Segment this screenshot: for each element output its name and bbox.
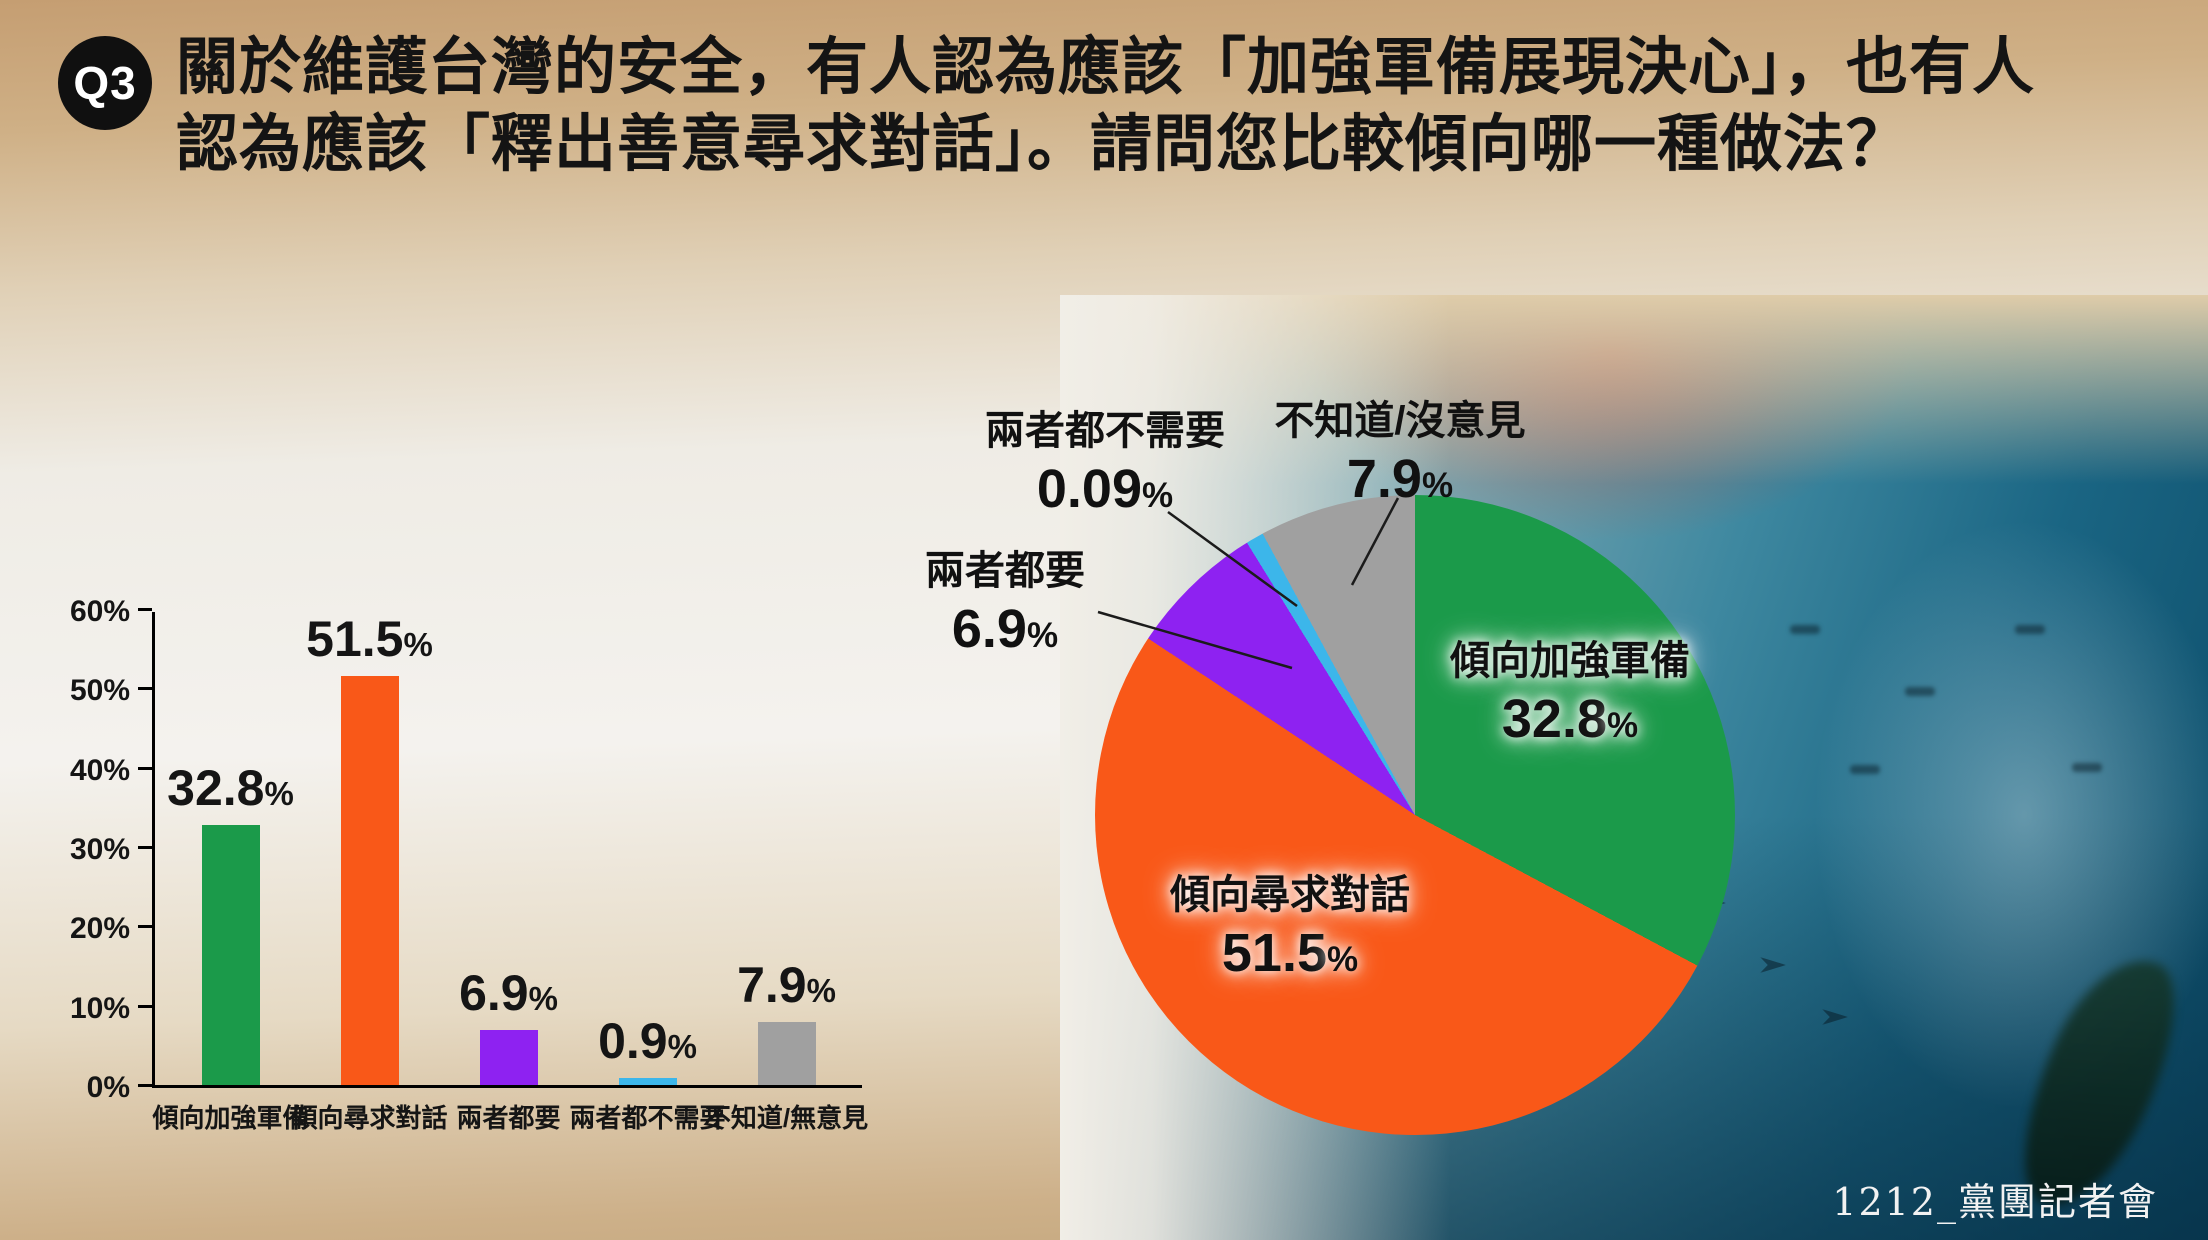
- y-tick-label: 50%: [69, 674, 130, 708]
- bar-column: 32.8% 傾向加強軍備: [152, 612, 308, 1133]
- y-tick-label: 40%: [69, 753, 130, 787]
- bar-y-labels: 0% 10% 20% 30% 40% 50% 60%: [38, 595, 138, 1104]
- y-tick-label: 30%: [69, 833, 130, 866]
- bar-5: [757, 1022, 816, 1085]
- pie: [1095, 495, 1735, 1135]
- y-tick-label: 10%: [69, 991, 130, 1025]
- y-tick-mark: [138, 1084, 152, 1087]
- question-badge: Q3: [58, 36, 152, 130]
- jet-silhouette: [1822, 1009, 1848, 1025]
- bar-value-label: 6.9%: [459, 965, 558, 1022]
- y-tick-mark: [138, 608, 152, 611]
- y-tick-mark: [138, 687, 152, 691]
- bar-value-label: 32.8%: [167, 759, 294, 816]
- pie-slice-name: 傾向加強軍備: [1450, 639, 1690, 683]
- y-tick-label: 60%: [69, 595, 130, 628]
- bar-4: [618, 1077, 677, 1085]
- pie-label-4: 不知道/沒意見 7.9%: [1245, 388, 1555, 510]
- pie-slice-name: 不知道/沒意見: [1274, 399, 1526, 443]
- ship-silhouette: [1790, 625, 1820, 634]
- pie-label-2: 兩者都要 6.9%: [855, 538, 1155, 660]
- bar-3: [479, 1030, 538, 1085]
- y-tick-mark: [138, 925, 152, 929]
- bar-column: 51.5% 傾向尋求對話: [291, 611, 447, 1133]
- y-tick-mark: [138, 846, 152, 849]
- bar-category-label: 兩者都要: [456, 1103, 561, 1133]
- ship-silhouette: [1850, 765, 1880, 774]
- ship-silhouette: [1905, 687, 1935, 696]
- bars: 32.8% 傾向加強軍備 51.5% 傾向尋求對話 6.9% 兩者都要 0.9% 兩者都不需要…: [152, 611, 868, 1133]
- pie-label-3: 兩者都不需要 0.09%: [925, 398, 1285, 520]
- pie-label-1: 傾向尋求對話 51.5%: [1100, 862, 1480, 984]
- bar-column: 0.9% 兩者都不需要: [569, 612, 725, 1133]
- pie-slice-name: 傾向尋求對話: [1170, 873, 1410, 917]
- bar-category-label: 兩者都不需要: [569, 1103, 726, 1133]
- pie-slice-name: 兩者都要: [925, 549, 1085, 593]
- y-tick-label: 20%: [69, 912, 130, 946]
- footer-caption: 1212_黨團記者會: [1832, 1180, 2158, 1224]
- bar-value-label: 0.9%: [598, 1012, 697, 1069]
- pie-slice-name: 兩者都不需要: [985, 409, 1225, 453]
- bar-value-label: 51.5%: [306, 611, 433, 668]
- bar-category-label: 傾向加強軍備: [152, 1103, 309, 1133]
- pie-label-0: 傾向加強軍備 32.8%: [1400, 628, 1740, 750]
- pie-slice-value: 32.8%: [1501, 689, 1639, 749]
- ship-silhouette: [2015, 625, 2045, 634]
- bar-2: [340, 676, 399, 1085]
- bar-value-label: 7.9%: [737, 957, 836, 1014]
- bar-column: 6.9% 兩者都要: [439, 612, 578, 1133]
- bar-plot: 32.8% 傾向加強軍備 51.5% 傾向尋求對話 6.9% 兩者都要 0.9% 兩者都不需要…: [138, 608, 868, 1133]
- jet-silhouette: [1760, 957, 1786, 973]
- ship-silhouette: [2072, 763, 2102, 772]
- y-tick-label: 0%: [86, 1071, 130, 1104]
- question-text: 關於維護台灣的安全，有人認為應該「加強軍備展現決心」，也有人認為應該「釋出善意尋…: [176, 33, 2036, 179]
- pie-slice-value: 0.09%: [1036, 459, 1174, 519]
- bar-category-label: 傾向尋求對話: [291, 1103, 448, 1133]
- pie-slice-value: 7.9%: [1346, 449, 1454, 509]
- bar-category-label: 不知道/無意見: [704, 1103, 869, 1133]
- y-tick-mark: [138, 766, 152, 770]
- y-tick-mark: [138, 1004, 152, 1008]
- pie-slice-value: 6.9%: [951, 599, 1059, 659]
- bar-1: [201, 824, 260, 1085]
- bar-column: 7.9% 不知道/無意見: [705, 612, 868, 1133]
- pie-slice-value: 51.5%: [1221, 923, 1359, 983]
